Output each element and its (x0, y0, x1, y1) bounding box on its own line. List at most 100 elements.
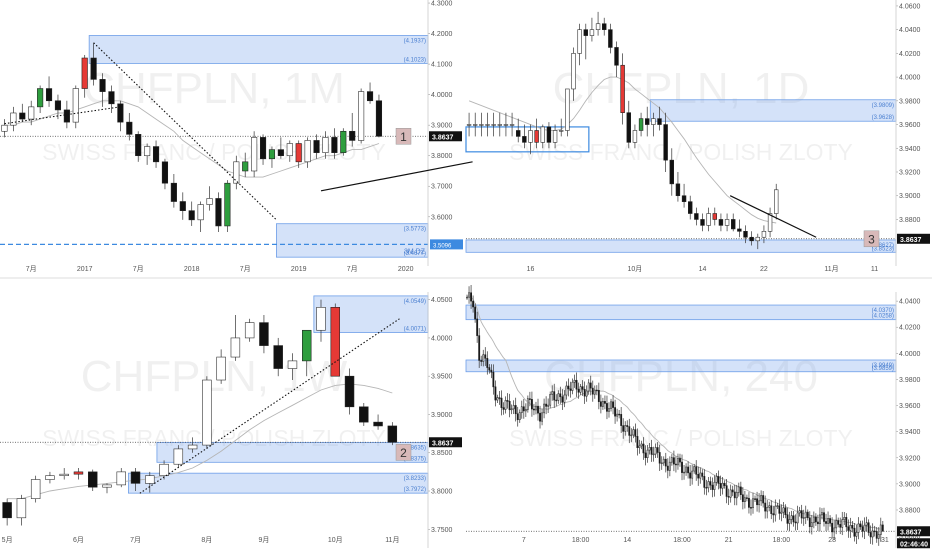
candle (468, 286, 470, 304)
candle (144, 143, 151, 165)
candle (618, 410, 621, 419)
zone-top-label: (3.8627) (872, 243, 894, 249)
candle (701, 469, 704, 481)
candle (593, 385, 596, 399)
candle (498, 390, 501, 405)
candle (73, 468, 84, 480)
candle (636, 428, 639, 456)
candle (790, 510, 793, 525)
candle (731, 485, 734, 497)
candle (712, 207, 717, 226)
candle (589, 375, 592, 396)
candle (620, 53, 625, 125)
candle (159, 460, 169, 480)
y-tick-label: 3.8800 (899, 217, 921, 224)
y-tick-label: 3.9200 (899, 170, 921, 177)
candle (810, 514, 813, 535)
candle (739, 481, 742, 500)
candle (831, 517, 834, 538)
y-tick-label: 3.9200 (899, 455, 921, 462)
candle (322, 131, 329, 159)
candle (506, 393, 509, 409)
candle (539, 405, 541, 429)
candle (478, 328, 481, 368)
zone-bottom-label: (3.8523) (872, 246, 894, 252)
current-price-tag (897, 526, 930, 537)
candle (358, 88, 365, 144)
candle (516, 118, 521, 143)
candle (534, 118, 539, 149)
candle (504, 396, 507, 414)
candle (522, 124, 527, 149)
demand-supply-zone (127, 472, 429, 494)
y-tick-label: 3.9000 (899, 193, 921, 200)
candle (774, 183, 779, 220)
y-tick-label: 3.9000 (899, 481, 921, 488)
demand-supply-zone (276, 223, 429, 258)
candle (796, 505, 799, 531)
candle (16, 494, 27, 526)
zone-top-label: (3.9809) (872, 103, 894, 109)
candle (359, 402, 369, 426)
candle (733, 484, 736, 506)
candle (19, 103, 26, 123)
range-outline-box (465, 126, 590, 153)
candle (287, 353, 298, 381)
x-tick-label: 28 (828, 537, 836, 544)
current-price-label: 3.8637 (900, 529, 922, 536)
candle (612, 395, 614, 415)
candle (595, 11, 601, 36)
candle (675, 172, 681, 202)
y-tick-label: 4.0000 (431, 92, 453, 99)
candle (130, 468, 141, 492)
candle (634, 423, 637, 443)
candle (230, 314, 241, 361)
candle (812, 511, 815, 529)
candle (694, 207, 699, 226)
candle (806, 509, 809, 521)
candle (614, 399, 617, 424)
candle (644, 445, 647, 466)
candle (259, 314, 269, 354)
candle (743, 490, 746, 509)
candle (760, 490, 763, 506)
candle (216, 349, 226, 384)
candle (646, 445, 649, 463)
candle (804, 505, 807, 525)
zone-bottom-label: (4.0071) (404, 326, 426, 332)
candle (485, 112, 490, 137)
candle (494, 380, 497, 407)
candle (541, 408, 543, 426)
y-tick-label: 3.9600 (899, 122, 921, 129)
candle (663, 112, 668, 172)
candle (1, 119, 8, 138)
candle (565, 88, 570, 137)
candle (737, 482, 740, 497)
candle (616, 408, 619, 422)
trendline (93, 42, 277, 221)
candle (102, 483, 112, 494)
candle (277, 137, 284, 159)
candle (59, 468, 69, 480)
candle (827, 511, 829, 531)
marker-badge (395, 128, 412, 145)
candle (500, 390, 503, 416)
watermark-symbol: CHFPLN, 1M (83, 64, 345, 113)
candle (533, 403, 535, 416)
candle (705, 479, 708, 496)
candle (581, 380, 584, 396)
candle (528, 124, 533, 155)
candle (486, 351, 489, 375)
candle (656, 442, 659, 458)
marker-label: 1 (400, 130, 407, 144)
candle (660, 456, 663, 470)
candle (579, 384, 582, 395)
candle (45, 76, 53, 107)
x-tick-label: 9月 (258, 536, 269, 544)
candle (843, 512, 846, 525)
candle (492, 364, 495, 395)
candle (687, 461, 690, 479)
zone-top-label: (4.1937) (404, 39, 426, 45)
candle (559, 386, 562, 404)
candle (496, 394, 499, 403)
